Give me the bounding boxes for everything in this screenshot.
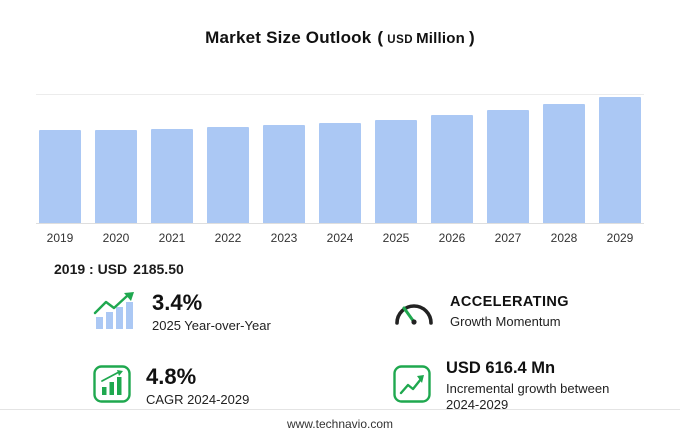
gauge-icon — [392, 293, 436, 332]
market-size-bar-chart: 2019 2020 2021 2022 2023 2024 2025 2026 2027 2028… — [36, 94, 644, 245]
annotation-value: 2185.50 — [133, 261, 184, 277]
bar-2027 — [487, 110, 529, 223]
stat-yoy-label: 2025 Year-over-Year — [152, 318, 271, 334]
stat-momentum: ACCELERATING Growth Momentum — [392, 291, 656, 334]
incremental-growth-icon — [392, 364, 432, 409]
x-tick-2019: 2019 — [46, 231, 74, 245]
stat-yoy: 3.4% 2025 Year-over-Year — [92, 291, 382, 334]
stat-cagr-value: 4.8% — [146, 364, 197, 390]
title-text: Market Size Outlook — [205, 28, 372, 47]
title-unit: (USD Million) — [377, 28, 475, 47]
bar-2023 — [263, 125, 305, 223]
x-tick-2025: 2025 — [382, 231, 410, 245]
bar-2028 — [543, 104, 585, 223]
stat-incremental: USD 616.4 Mn Incremental growth between … — [392, 359, 656, 413]
x-tick-2021: 2021 — [158, 231, 186, 245]
chart-annotation: 2019 : USD 2185.50 — [54, 261, 680, 277]
bar-2029 — [599, 97, 641, 223]
x-tick-2024: 2024 — [326, 231, 354, 245]
stat-cagr-label: CAGR 2024-2029 — [146, 392, 250, 408]
bar-2020 — [95, 130, 137, 223]
annotation-label: 2019 : USD — [54, 261, 128, 277]
x-tick-2023: 2023 — [270, 231, 298, 245]
footer-url: www.technavio.com — [286, 417, 394, 431]
footer: www.technavio.com — [0, 409, 680, 440]
bar-2025 — [375, 120, 417, 223]
page-title: Market Size Outlook (USD Million) — [0, 0, 680, 48]
bar-2024 — [319, 123, 361, 223]
x-tick-2028: 2028 — [550, 231, 578, 245]
bar-2021 — [151, 128, 193, 223]
stat-momentum-label: Growth Momentum — [450, 314, 561, 330]
x-tick-2029: 2029 — [606, 231, 634, 245]
bar-2019 — [39, 129, 81, 223]
stat-incremental-value: USD 616.4 Mn — [446, 359, 556, 377]
bar-2022 — [207, 127, 249, 223]
stat-incremental-label: Incremental growth between 2024-2029 — [446, 381, 610, 413]
bar-2026 — [431, 115, 473, 223]
x-tick-2026: 2026 — [438, 231, 466, 245]
chart-x-labels: 2019 2020 2021 2022 2023 2024 2025 2026 2027 2028… — [36, 224, 644, 245]
x-tick-2027: 2027 — [494, 231, 522, 245]
stat-momentum-value: ACCELERATING — [450, 293, 569, 310]
x-tick-2020: 2020 — [102, 231, 130, 245]
stat-yoy-value: 3.4% — [152, 290, 203, 316]
x-tick-2022: 2022 — [214, 231, 242, 245]
chart-plot — [36, 94, 644, 224]
stat-cagr: 4.8% CAGR 2024-2029 — [92, 360, 382, 413]
cagr-bars-icon — [92, 364, 132, 409]
bar-growth-icon — [92, 291, 138, 334]
stats-grid: 3.4% 2025 Year-over-Year ACCELERATING Gr… — [0, 277, 680, 413]
